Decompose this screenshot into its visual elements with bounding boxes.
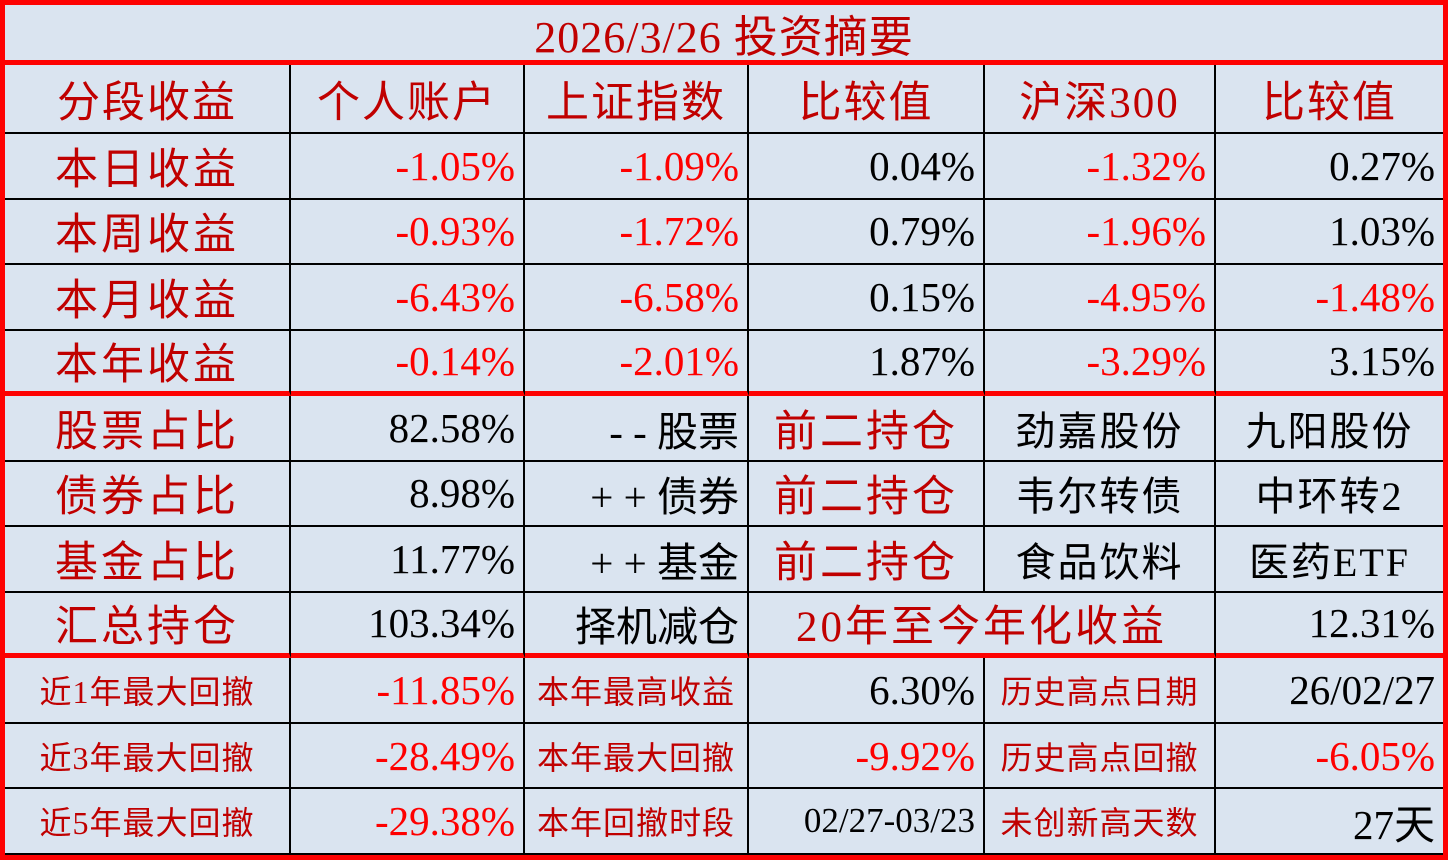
total-position-value: 103.34% bbox=[291, 592, 525, 659]
yearly-csi300-value: -3.29% bbox=[985, 330, 1216, 397]
stock-trend-indicator: - - 股票 bbox=[525, 396, 749, 462]
fund-allocation-value: 11.77% bbox=[291, 527, 525, 593]
stock-holding-1: 劲嘉股份 bbox=[985, 396, 1216, 462]
5y-max-drawdown-value: -29.38% bbox=[291, 789, 525, 855]
fund-top-holdings-label: 前二持仓 bbox=[749, 527, 985, 593]
ytd-max-drawdown-label: 本年最大回撤 bbox=[525, 723, 749, 790]
yearly-comparison2-value: 3.15% bbox=[1216, 331, 1443, 397]
ytd-high-return-value: 6.30% bbox=[749, 658, 985, 724]
daily-comparison1-value: 0.04% bbox=[749, 134, 985, 200]
monthly-sse-value: -6.58% bbox=[525, 265, 749, 331]
row-label-yearly-return: 本年收益 bbox=[5, 330, 291, 397]
fund-trend-indicator: + + 基金 bbox=[525, 527, 749, 593]
days-since-new-high-label: 未创新高天数 bbox=[985, 789, 1216, 855]
row-label-total-position: 汇总持仓 bbox=[5, 592, 291, 659]
row-label-3y-max-drawdown: 近3年最大回撤 bbox=[5, 723, 291, 790]
historical-high-drawdown-value: -6.05% bbox=[1216, 724, 1443, 790]
weekly-csi300-value: -1.96% bbox=[985, 199, 1216, 266]
bond-allocation-value: 8.98% bbox=[291, 461, 525, 528]
annualized-return-label: 20年至今年化收益 bbox=[749, 592, 1216, 659]
weekly-comparison1-value: 0.79% bbox=[749, 199, 985, 266]
ytd-drawdown-period-value: 02/27-03/23 bbox=[749, 789, 985, 855]
monthly-csi300-value: -4.95% bbox=[985, 265, 1216, 331]
ytd-max-drawdown-value: -9.92% bbox=[749, 723, 985, 790]
historical-high-date-label: 历史高点日期 bbox=[985, 658, 1216, 724]
fund-holding-2: 医药ETF bbox=[1216, 527, 1443, 593]
monthly-comparison2-value: -1.48% bbox=[1216, 265, 1443, 331]
stock-top-holdings-label: 前二持仓 bbox=[749, 396, 985, 462]
header-personal-account: 个人账户 bbox=[291, 65, 525, 134]
monthly-comparison1-value: 0.15% bbox=[749, 265, 985, 331]
stock-allocation-value: 82.58% bbox=[291, 396, 525, 462]
annualized-return-value: 12.31% bbox=[1216, 593, 1443, 659]
position-action-text: 择机减仓 bbox=[525, 592, 749, 659]
row-label-weekly-return: 本周收益 bbox=[5, 199, 291, 266]
page-title: 2026/3/26 投资摘要 bbox=[5, 5, 1443, 65]
row-label-1y-max-drawdown: 近1年最大回撤 bbox=[5, 658, 291, 724]
header-sse-index: 上证指数 bbox=[525, 65, 749, 134]
1y-max-drawdown-value: -11.85% bbox=[291, 658, 525, 724]
weekly-comparison2-value: 1.03% bbox=[1216, 200, 1443, 266]
ytd-drawdown-period-label: 本年回撤时段 bbox=[525, 789, 749, 855]
yearly-account-value: -0.14% bbox=[291, 330, 525, 397]
header-comparison-1: 比较值 bbox=[749, 65, 985, 134]
header-csi300: 沪深300 bbox=[985, 65, 1216, 134]
header-comparison-2: 比较值 bbox=[1216, 65, 1443, 134]
row-label-bond-allocation: 债券占比 bbox=[5, 461, 291, 528]
header-segment-returns: 分段收益 bbox=[5, 65, 291, 134]
row-label-fund-allocation: 基金占比 bbox=[5, 527, 291, 593]
daily-account-value: -1.05% bbox=[291, 134, 525, 200]
daily-sse-value: -1.09% bbox=[525, 134, 749, 200]
row-label-monthly-return: 本月收益 bbox=[5, 265, 291, 331]
fund-holding-1: 食品饮料 bbox=[985, 527, 1216, 593]
row-label-stock-allocation: 股票占比 bbox=[5, 396, 291, 462]
weekly-sse-value: -1.72% bbox=[525, 199, 749, 266]
daily-csi300-value: -1.32% bbox=[985, 134, 1216, 200]
historical-high-drawdown-label: 历史高点回撤 bbox=[985, 723, 1216, 790]
days-since-new-high-value: 27天 bbox=[1216, 789, 1443, 855]
ytd-high-return-label: 本年最高收益 bbox=[525, 658, 749, 724]
yearly-comparison1-value: 1.87% bbox=[749, 330, 985, 397]
row-label-5y-max-drawdown: 近5年最大回撤 bbox=[5, 789, 291, 855]
historical-high-date-value: 26/02/27 bbox=[1216, 658, 1443, 724]
weekly-account-value: -0.93% bbox=[291, 199, 525, 266]
3y-max-drawdown-value: -28.49% bbox=[291, 723, 525, 790]
bond-holding-1: 韦尔转债 bbox=[985, 461, 1216, 528]
bond-holding-2: 中环转2 bbox=[1216, 462, 1443, 528]
monthly-account-value: -6.43% bbox=[291, 265, 525, 331]
bond-top-holdings-label: 前二持仓 bbox=[749, 461, 985, 528]
bond-trend-indicator: + + 债券 bbox=[525, 461, 749, 528]
stock-holding-2: 九阳股份 bbox=[1216, 396, 1443, 462]
daily-comparison2-value: 0.27% bbox=[1216, 134, 1443, 200]
row-label-daily-return: 本日收益 bbox=[5, 134, 291, 200]
yearly-sse-value: -2.01% bbox=[525, 330, 749, 397]
